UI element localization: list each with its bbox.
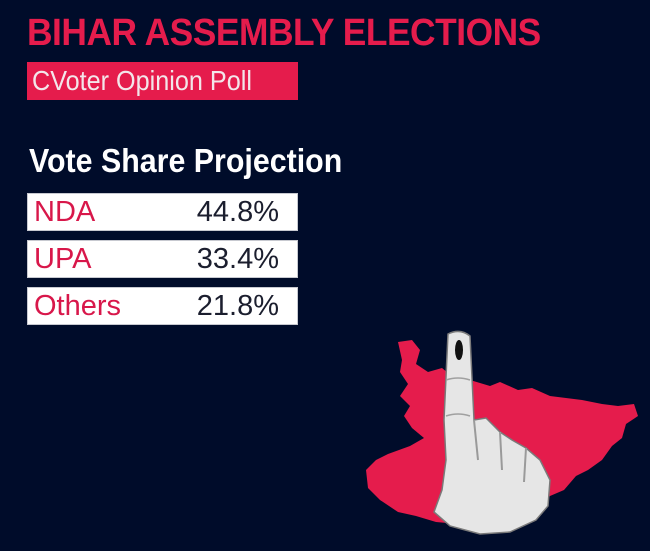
- party-label: Others: [34, 290, 122, 322]
- headline-title: BIHAR ASSEMBLY ELECTIONS: [27, 12, 541, 54]
- vote-share-row-others: Others 21.8%: [27, 287, 298, 325]
- vote-share-value: 44.8%: [196, 196, 279, 228]
- vote-share-row-upa: UPA 33.4%: [27, 240, 298, 278]
- vote-share-value: 21.8%: [196, 290, 279, 322]
- section-title: Vote Share Projection: [29, 142, 343, 179]
- subtitle-badge: CVoter Opinion Poll: [27, 62, 298, 100]
- party-label: UPA: [34, 243, 92, 275]
- inked-finger-icon: [433, 330, 551, 535]
- vote-share-row-nda: NDA 44.8%: [27, 193, 298, 231]
- subtitle-text: CVoter Opinion Poll: [32, 65, 252, 96]
- vote-share-value: 33.4%: [196, 243, 279, 275]
- bihar-map-icon: [366, 330, 638, 535]
- bihar-map-with-inked-finger-icon: [350, 320, 650, 546]
- party-label: NDA: [34, 196, 96, 228]
